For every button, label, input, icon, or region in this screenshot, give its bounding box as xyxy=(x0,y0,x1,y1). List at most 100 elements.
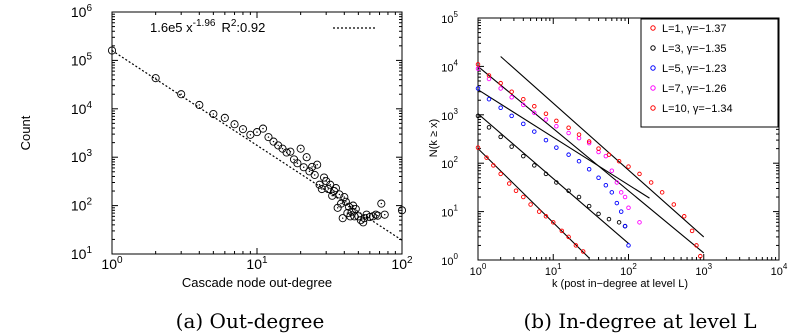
right-data-point xyxy=(603,183,609,188)
right-data-point xyxy=(486,125,492,130)
right-data-point xyxy=(506,181,512,186)
right-data-point xyxy=(486,76,492,82)
right-x-tick-label: 100 xyxy=(470,262,487,278)
left-data-point-center xyxy=(180,93,182,95)
right-data-point xyxy=(521,102,526,108)
left-data-point-center xyxy=(380,202,383,205)
right-data-point xyxy=(475,113,481,119)
left-data-point-center xyxy=(355,208,357,210)
right-data-point xyxy=(622,223,628,229)
right-fit-line-2 xyxy=(477,89,650,199)
right-legend-marker xyxy=(650,65,656,71)
right-data-point xyxy=(491,163,496,168)
right-legend-label: L=10, γ=−1.34 xyxy=(662,103,733,115)
left-data-point-center xyxy=(343,196,345,198)
left-y-tick-label: 101 xyxy=(71,245,93,262)
right-data-point xyxy=(543,111,549,117)
right-legend-box xyxy=(640,18,779,128)
left-data-point xyxy=(293,159,302,168)
left-data-point-center xyxy=(293,158,295,161)
right-data-point xyxy=(622,194,628,200)
right-data-point xyxy=(637,220,642,225)
right-data-point xyxy=(609,168,615,173)
fit-r2-exponent: 2 xyxy=(231,18,237,29)
right-data-point xyxy=(648,180,654,185)
right-data-point xyxy=(554,118,559,124)
right-data-point xyxy=(532,110,537,116)
caption-b: (b) In-degree at level L xyxy=(523,309,756,333)
left-data-point-center xyxy=(401,209,403,211)
left-data-point xyxy=(359,218,368,227)
left-data-point xyxy=(220,113,229,122)
left-data-point-center xyxy=(198,104,200,106)
left-data-point xyxy=(317,184,326,194)
left-x-tick-label: 102 xyxy=(391,255,413,272)
left-data-point xyxy=(302,153,311,162)
left-data-point-center xyxy=(318,184,321,186)
left-data-point xyxy=(371,210,380,219)
left-data-point xyxy=(238,125,247,134)
right-y-tick-label: 103 xyxy=(441,107,458,123)
left-data-point-center xyxy=(111,49,113,52)
left-data-point xyxy=(377,199,386,208)
right-data-point xyxy=(486,96,492,102)
left-data-point-center xyxy=(329,184,331,186)
left-y-axis-label: Count xyxy=(18,115,33,150)
left-data-point xyxy=(286,147,295,156)
left-y-tick-label: 104 xyxy=(71,100,93,117)
right-data-point xyxy=(576,132,582,137)
right-data-point xyxy=(576,158,582,164)
right-legend-marker xyxy=(650,25,656,31)
left-data-point-center xyxy=(303,166,305,168)
right-data-point xyxy=(532,163,537,168)
right-data-point xyxy=(618,190,624,195)
right-legend: L=1, γ=−1.37 L=3, γ=−1.35 L=5, γ=−1.23 L=7,… xyxy=(640,18,779,128)
left-data-point-center xyxy=(267,136,270,138)
right-data-point xyxy=(484,155,489,160)
left-data-point-center xyxy=(377,214,379,217)
right-fit-line-1 xyxy=(477,113,629,244)
right-data-point xyxy=(614,180,620,185)
caption-a: (a) Out-degree xyxy=(176,309,325,333)
left-data-point-center xyxy=(289,150,292,153)
fit-coef-text: 1.6e5 x xyxy=(150,20,193,35)
right-data-point xyxy=(551,220,556,225)
left-data-point xyxy=(397,206,407,215)
right-data-point xyxy=(498,105,503,110)
right-data-point xyxy=(498,86,503,91)
right-data-point xyxy=(521,194,526,200)
left-data-point xyxy=(230,120,239,129)
left-data-point-center xyxy=(249,134,252,136)
left-data-point xyxy=(313,160,322,169)
right-data-point xyxy=(498,171,503,177)
left-data-point-center xyxy=(224,117,226,119)
right-data-point xyxy=(554,180,559,185)
right-data-point xyxy=(543,171,549,177)
right-data-point xyxy=(616,158,622,164)
right-data-point xyxy=(614,200,620,206)
right-data-point xyxy=(698,253,703,259)
right-data-point xyxy=(536,209,542,214)
left-data-point-center xyxy=(305,156,308,158)
right-data-point xyxy=(596,146,601,151)
right-data-point xyxy=(566,130,571,136)
right-data-point xyxy=(498,80,503,86)
left-data-point-center xyxy=(384,213,386,216)
left-data-point xyxy=(299,163,308,172)
right-data-point xyxy=(573,243,579,248)
left-data-point xyxy=(380,210,389,219)
left-data-point xyxy=(107,46,117,55)
left-data-point-center xyxy=(233,123,236,125)
left-data-point xyxy=(195,100,204,110)
right-data-point xyxy=(543,117,549,122)
right-data-point xyxy=(554,124,559,129)
left-data-point-center xyxy=(338,193,341,196)
right-x-tick-label: 101 xyxy=(545,262,562,278)
right-data-point xyxy=(606,152,612,157)
left-data-point xyxy=(351,204,360,214)
right-data-point xyxy=(586,203,592,209)
right-data-point xyxy=(596,175,601,181)
right-data-point xyxy=(528,202,533,207)
